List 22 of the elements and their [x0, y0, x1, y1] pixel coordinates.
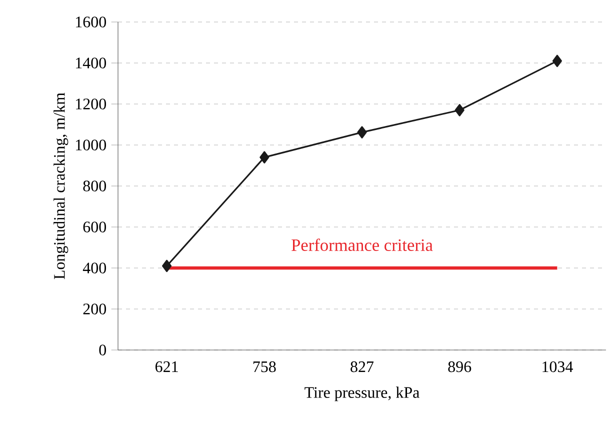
x-axis-title: Tire pressure, kPa — [304, 386, 420, 402]
y-tick-label: 1400 — [76, 58, 106, 68]
x-tick-label: 1034 — [542, 361, 573, 372]
point — [162, 260, 172, 272]
y-tick-label: 1600 — [76, 16, 106, 28]
y-tick-label: 1200 — [76, 98, 106, 110]
point — [357, 126, 367, 138]
point — [454, 104, 464, 116]
x-tick-label: 896 — [448, 361, 472, 372]
x-tick-label: 827 — [350, 361, 374, 372]
y-tick-label: 800 — [83, 180, 106, 192]
point — [260, 151, 270, 164]
y-tick-label: 400 — [82, 262, 106, 274]
ref-line-label: Performance criteria — [292, 238, 433, 251]
y-tick-label: 600 — [83, 222, 106, 232]
y-axis-title: Longitudinal cracking, m/km — [54, 92, 68, 280]
y-tick-label: 0 — [99, 344, 106, 356]
x-tick-label: 758 — [253, 361, 276, 372]
point — [552, 54, 562, 68]
x-tick-label: 621 — [155, 361, 178, 372]
y-tick-label: 1000 — [76, 140, 106, 150]
y-tick-label: 200 — [83, 304, 106, 314]
